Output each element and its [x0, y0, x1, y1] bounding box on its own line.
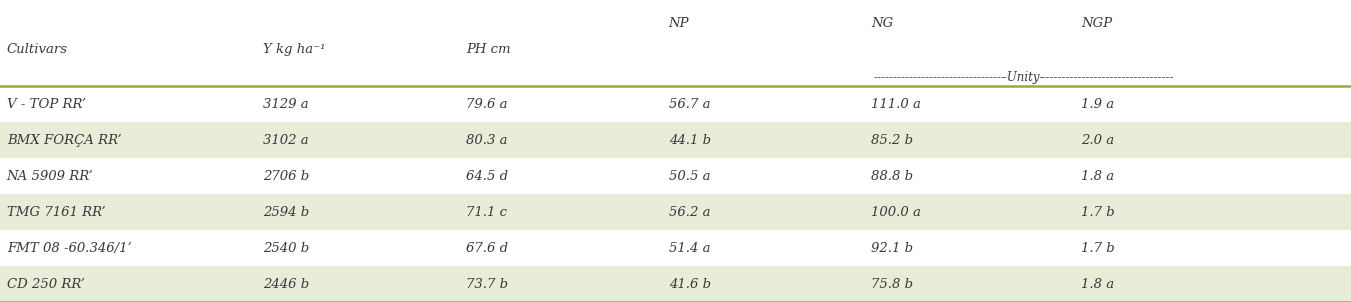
Text: 2.0 a: 2.0 a [1081, 133, 1115, 146]
Text: 1.7 b: 1.7 b [1081, 242, 1115, 255]
Text: NA 5909 RR’: NA 5909 RR’ [7, 169, 93, 182]
Text: 44.1 b: 44.1 b [669, 133, 711, 146]
Text: 1.7 b: 1.7 b [1081, 206, 1115, 219]
Bar [0, 230, 1351, 266]
Text: 2540 b: 2540 b [263, 242, 309, 255]
Bar [0, 0, 1351, 86]
Bar [0, 266, 1351, 302]
Text: 67.6 d: 67.6 d [466, 242, 508, 255]
Text: 41.6 b: 41.6 b [669, 278, 711, 291]
Text: V - TOP RR’: V - TOP RR’ [7, 98, 85, 111]
Text: 85.2 b: 85.2 b [871, 133, 913, 146]
Text: BMX FORÇA RR’: BMX FORÇA RR’ [7, 133, 122, 146]
Text: 2446 b: 2446 b [263, 278, 309, 291]
Text: 2706 b: 2706 b [263, 169, 309, 182]
Text: 88.8 b: 88.8 b [871, 169, 913, 182]
Text: 79.6 a: 79.6 a [466, 98, 508, 111]
Text: CD 250 RR’: CD 250 RR’ [7, 278, 85, 291]
Text: 1.8 a: 1.8 a [1081, 278, 1115, 291]
Bar [0, 122, 1351, 158]
Text: 56.2 a: 56.2 a [669, 206, 711, 219]
Text: NG: NG [871, 17, 893, 30]
Text: 3102 a: 3102 a [263, 133, 309, 146]
Text: TMG 7161 RR’: TMG 7161 RR’ [7, 206, 105, 219]
Text: 51.4 a: 51.4 a [669, 242, 711, 255]
Text: Y kg ha⁻¹: Y kg ha⁻¹ [263, 43, 326, 56]
Bar [0, 158, 1351, 194]
Text: 56.7 a: 56.7 a [669, 98, 711, 111]
Text: 1.8 a: 1.8 a [1081, 169, 1115, 182]
Text: FMT 08 -60.346/1’: FMT 08 -60.346/1’ [7, 242, 131, 255]
Text: 71.1 c: 71.1 c [466, 206, 507, 219]
Text: 73.7 b: 73.7 b [466, 278, 508, 291]
Text: NGP: NGP [1081, 17, 1112, 30]
Text: 64.5 d: 64.5 d [466, 169, 508, 182]
Text: 2594 b: 2594 b [263, 206, 309, 219]
Text: 92.1 b: 92.1 b [871, 242, 913, 255]
Text: 3129 a: 3129 a [263, 98, 309, 111]
Text: Cultivars: Cultivars [7, 43, 68, 56]
Text: 100.0 a: 100.0 a [871, 206, 921, 219]
Text: --------------------------------–Unity–--------------------------------: --------------------------------–Unity–-… [873, 71, 1174, 84]
Text: 80.3 a: 80.3 a [466, 133, 508, 146]
Bar [0, 86, 1351, 122]
Text: 1.9 a: 1.9 a [1081, 98, 1115, 111]
Bar [0, 194, 1351, 230]
Text: 111.0 a: 111.0 a [871, 98, 921, 111]
Text: NP: NP [669, 17, 689, 30]
Text: PH cm: PH cm [466, 43, 511, 56]
Text: 75.8 b: 75.8 b [871, 278, 913, 291]
Text: 50.5 a: 50.5 a [669, 169, 711, 182]
